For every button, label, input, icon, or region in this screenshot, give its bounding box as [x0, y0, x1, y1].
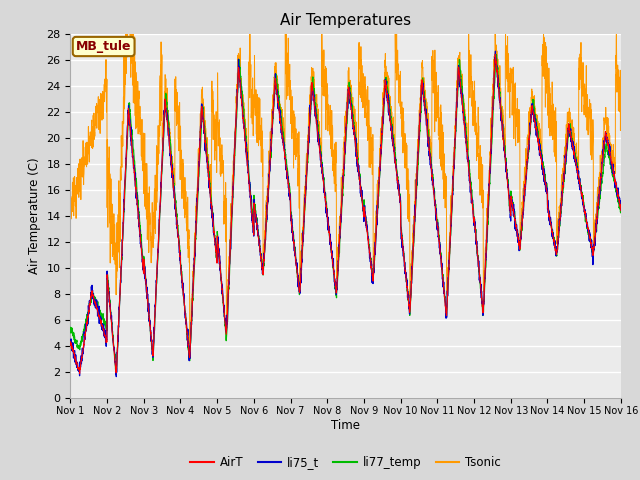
Y-axis label: Air Temperature (C): Air Temperature (C) — [28, 158, 41, 274]
Legend: AirT, li75_t, li77_temp, Tsonic: AirT, li75_t, li77_temp, Tsonic — [186, 452, 506, 474]
Title: Air Temperatures: Air Temperatures — [280, 13, 411, 28]
Text: MB_tule: MB_tule — [76, 40, 131, 53]
X-axis label: Time: Time — [331, 419, 360, 432]
